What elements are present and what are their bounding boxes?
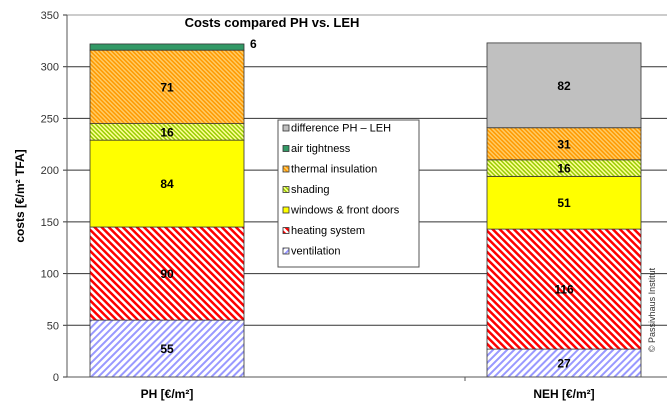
legend-label-windows-front-doors: windows & front doors <box>290 205 400 217</box>
y-tick-label: 250 <box>41 113 59 125</box>
x-tick-label-ph: PH [€/m²] <box>141 387 194 401</box>
data-label-difference-ph-leh-1: 82 <box>557 79 571 93</box>
legend-label-shading: shading <box>291 184 330 196</box>
data-label-thermal-insulation-1: 31 <box>557 137 571 151</box>
y-tick-label: 100 <box>41 269 59 281</box>
data-label-thermal-insulation-0: 71 <box>160 80 174 94</box>
axes <box>66 15 667 381</box>
y-tick-label: 0 <box>53 372 59 384</box>
bar-segment-heating-system-0 <box>89 226 245 321</box>
legend-swatch-windows-front-doors <box>282 206 290 214</box>
y-tick-labels: 0 50 100 150 200 250 300 350 <box>41 10 59 384</box>
legend-label-ventilation: ventilation <box>291 246 341 258</box>
data-label-heating-system-0: 90 <box>160 267 174 281</box>
x-tick-label-neh: NEH [€/m²] <box>533 387 594 401</box>
y-tick-label: 150 <box>41 217 59 229</box>
data-label-ventilation-1: 27 <box>557 357 571 371</box>
legend-swatch-heating-system <box>282 227 290 234</box>
data-label-windows-front-doors-1: 51 <box>557 196 571 210</box>
data-label-shading-1: 16 <box>557 162 571 176</box>
legend-swatch-shading <box>282 186 290 193</box>
legend-box <box>277 119 420 268</box>
y-tick-label: 300 <box>41 62 59 74</box>
data-label-windows-front-doors-0: 84 <box>160 177 174 191</box>
bar-segment-thermal-insulation-1 <box>486 127 642 161</box>
bar-segment-thermal-insulation-0 <box>89 49 245 125</box>
legend-swatch-air-tightness <box>282 145 290 152</box>
data-label-air-tightness-0: 6 <box>250 37 257 51</box>
legend-label-heating-system: heating system <box>291 225 365 237</box>
legend-swatch-thermal-insulation <box>282 165 290 173</box>
legend-label-air-tightness: air tightness <box>291 143 351 155</box>
bar-segment-windows-front-doors-1 <box>486 175 642 230</box>
y-tick-label: 200 <box>41 165 59 177</box>
legend: difference PH – LEH air tightness thermal … <box>277 119 420 268</box>
data-label-shading-0: 16 <box>160 125 174 139</box>
copyright-annotation: © Passivhaus Institut <box>647 267 657 352</box>
data-labels: 55 90 84 16 71 6 27 116 51 16 31 82 <box>160 37 574 371</box>
legend-swatch-difference-ph-leh <box>282 124 290 132</box>
legend-label-difference-ph-leh: difference PH – LEH <box>291 123 391 135</box>
data-label-ventilation-0: 55 <box>160 342 174 356</box>
bar-segment-difference-ph-leh-1 <box>486 42 642 129</box>
bar-segment-air-tightness-0 <box>89 43 245 51</box>
data-label-heating-system-1: 116 <box>554 283 574 297</box>
bars <box>89 42 642 378</box>
chart-title: Costs compared PH vs. LEH <box>185 15 360 30</box>
y-tick-label: 50 <box>47 320 59 332</box>
bar-segment-ventilation-0 <box>89 319 245 378</box>
legend-label-thermal-insulation: thermal insulation <box>291 164 377 176</box>
bar-segment-heating-system-1 <box>486 228 642 350</box>
legend-swatch-ventilation <box>282 247 290 255</box>
y-axis-label: costs [€/m² TFA] <box>13 149 27 242</box>
bar-segment-windows-front-doors-0 <box>89 139 245 228</box>
y-tick-label: 350 <box>41 10 59 22</box>
